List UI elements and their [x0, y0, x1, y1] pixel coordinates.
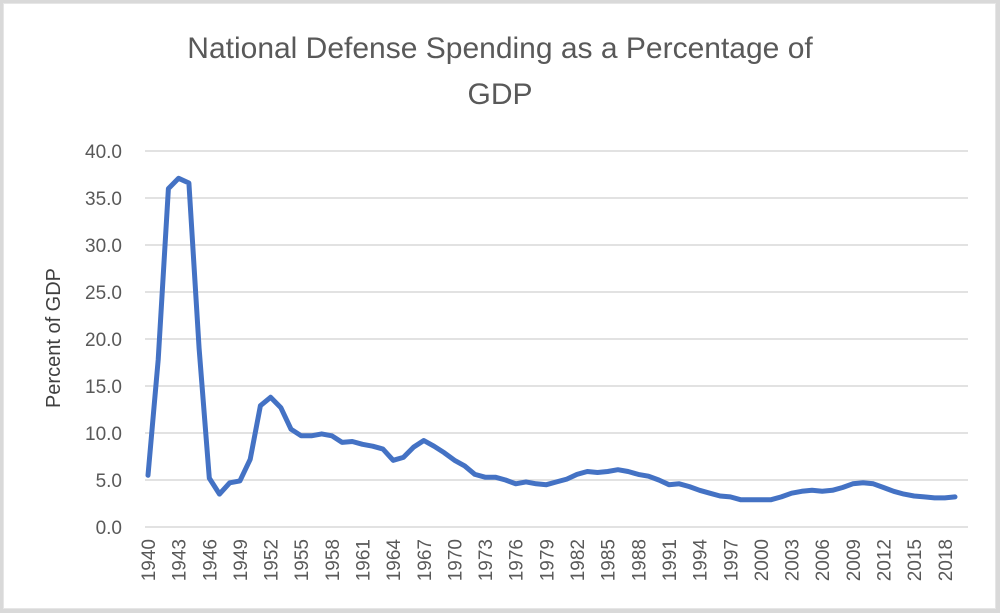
- x-tick-label: 1991: [660, 539, 681, 581]
- x-tick-label: 2000: [752, 539, 773, 581]
- x-tick-label: 1994: [691, 539, 712, 582]
- gridlines: [145, 150, 968, 528]
- x-tick-label: 1976: [507, 539, 528, 581]
- x-tick-label: 1973: [476, 539, 497, 581]
- x-tick-label: 1961: [354, 539, 375, 581]
- chart-title-line-2: GDP: [467, 78, 532, 111]
- chart-title-line-1: National Defense Spending as a Percentag…: [187, 32, 813, 65]
- y-tick-label: 25.0: [85, 283, 122, 304]
- y-axis-label: Percent of GDP: [43, 268, 65, 408]
- series-layer: [145, 175, 958, 503]
- x-tick-label: 1958: [323, 539, 344, 581]
- y-tick-label: 40.0: [85, 142, 122, 163]
- x-tick-label: 1988: [629, 539, 650, 581]
- y-tick-label: 20.0: [85, 330, 122, 351]
- x-tick-label: 2015: [905, 539, 926, 581]
- x-tick-label: 1979: [537, 539, 558, 581]
- y-tick-label: 10.0: [85, 424, 122, 445]
- chart-frame: [3, 3, 996, 609]
- x-tick-label: 1943: [170, 539, 191, 581]
- x-tick-label: 1949: [231, 539, 252, 581]
- series-line: [145, 175, 958, 503]
- x-tick-label: 1946: [200, 539, 221, 581]
- x-tick-label: 1952: [262, 539, 283, 581]
- x-tick-label: 1997: [721, 539, 742, 581]
- x-tick-label: 2003: [783, 539, 804, 581]
- x-tick-label: 1970: [445, 539, 466, 581]
- x-tick-label: 1964: [384, 539, 405, 582]
- x-tick-label: 1940: [139, 539, 160, 581]
- y-tick-label: 35.0: [85, 189, 122, 210]
- x-tick-label: 2012: [874, 539, 895, 581]
- x-tick-label: 2006: [813, 539, 834, 581]
- x-tick-label: 1955: [292, 539, 313, 581]
- x-tick-label: 1982: [568, 539, 589, 581]
- y-tick-label: 30.0: [85, 236, 122, 257]
- x-tick-label: 2009: [844, 539, 865, 581]
- y-tick-label: 15.0: [85, 377, 122, 398]
- y-tick-label: 5.0: [96, 471, 122, 492]
- x-tick-label: 2018: [936, 539, 957, 581]
- y-axis-ticks: 0.0 5.0 10.0 15.0 20.0 25.0 30.0 35.0 40.0: [85, 142, 122, 539]
- x-tick-label: 1985: [599, 539, 620, 581]
- x-tick-label: 1967: [415, 539, 436, 581]
- x-axis-ticks: 1940 1943 1946 1949 1952 1955 1958 1961 1964 1967…: [139, 539, 957, 582]
- y-tick-label: 0.0: [96, 518, 122, 539]
